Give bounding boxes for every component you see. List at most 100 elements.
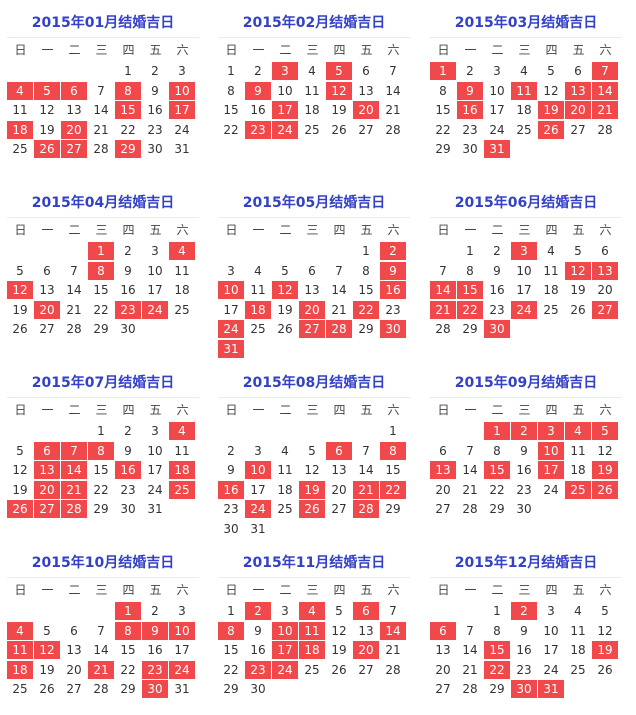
day-cell[interactable]: 4 <box>520 64 528 78</box>
day-cell[interactable]: 6 <box>362 64 370 78</box>
auspicious-day-cell[interactable]: 5 <box>592 422 618 440</box>
day-cell[interactable]: 13 <box>66 103 82 117</box>
auspicious-day-cell[interactable]: 15 <box>484 461 510 479</box>
auspicious-day-cell[interactable]: 5 <box>326 62 352 80</box>
auspicious-day-cell[interactable]: 12 <box>565 261 591 280</box>
day-cell[interactable]: 8 <box>439 83 447 98</box>
day-cell[interactable]: 7 <box>389 64 397 78</box>
auspicious-day-cell[interactable]: 4 <box>7 81 33 100</box>
auspicious-day-cell[interactable]: 3 <box>511 242 537 260</box>
auspicious-day-cell[interactable]: 20 <box>61 120 87 139</box>
day-cell[interactable]: 16 <box>516 643 532 657</box>
day-cell[interactable]: 30 <box>223 521 239 536</box>
day-cell[interactable]: 30 <box>462 142 478 156</box>
auspicious-day-cell[interactable]: 2 <box>511 602 537 620</box>
day-cell[interactable]: 28 <box>385 662 401 677</box>
auspicious-day-cell[interactable]: 20 <box>565 101 591 119</box>
day-cell[interactable]: 23 <box>516 482 532 497</box>
auspicious-day-cell[interactable]: 27 <box>299 320 325 338</box>
day-cell[interactable]: 21 <box>385 643 401 657</box>
day-cell[interactable]: 6 <box>601 244 609 258</box>
auspicious-day-cell[interactable]: 27 <box>592 300 618 319</box>
auspicious-day-cell[interactable]: 22 <box>457 300 483 319</box>
day-cell[interactable]: 20 <box>331 482 347 497</box>
day-cell[interactable]: 2 <box>493 244 501 258</box>
day-cell[interactable]: 22 <box>120 122 136 137</box>
day-cell[interactable]: 6 <box>43 263 51 278</box>
auspicious-day-cell[interactable]: 24 <box>245 500 271 518</box>
day-cell[interactable]: 29 <box>435 142 451 156</box>
day-cell[interactable]: 14 <box>462 643 478 657</box>
day-cell[interactable]: 20 <box>435 482 451 497</box>
day-cell[interactable]: 29 <box>93 322 109 336</box>
day-cell[interactable]: 25 <box>516 122 532 137</box>
day-cell[interactable]: 3 <box>178 64 186 78</box>
day-cell[interactable]: 21 <box>462 482 478 497</box>
auspicious-day-cell[interactable]: 2 <box>511 422 537 440</box>
auspicious-day-cell[interactable]: 16 <box>218 480 244 499</box>
day-cell[interactable]: 1 <box>493 604 501 618</box>
day-cell[interactable]: 9 <box>520 623 528 638</box>
auspicious-day-cell[interactable]: 30 <box>380 320 406 338</box>
day-cell[interactable]: 1 <box>466 244 474 258</box>
auspicious-day-cell[interactable]: 2 <box>380 242 406 260</box>
auspicious-day-cell[interactable]: 9 <box>380 261 406 280</box>
day-cell[interactable]: 5 <box>574 244 582 258</box>
day-cell[interactable]: 5 <box>43 623 51 638</box>
day-cell[interactable]: 25 <box>174 302 190 317</box>
day-cell[interactable]: 16 <box>147 103 163 117</box>
day-cell[interactable]: 4 <box>574 604 582 618</box>
auspicious-day-cell[interactable]: 12 <box>272 281 298 299</box>
day-cell[interactable]: 10 <box>277 83 293 98</box>
auspicious-day-cell[interactable]: 11 <box>7 641 33 659</box>
day-cell[interactable]: 20 <box>435 662 451 677</box>
auspicious-day-cell[interactable]: 4 <box>7 621 33 640</box>
day-cell[interactable]: 11 <box>277 463 293 477</box>
day-cell[interactable]: 10 <box>489 83 505 98</box>
auspicious-day-cell[interactable]: 24 <box>169 660 195 679</box>
day-cell[interactable]: 11 <box>250 283 266 297</box>
day-cell[interactable]: 22 <box>223 662 239 677</box>
day-cell[interactable]: 7 <box>362 443 370 458</box>
auspicious-day-cell[interactable]: 8 <box>88 261 114 280</box>
auspicious-day-cell[interactable]: 19 <box>592 641 618 659</box>
auspicious-day-cell[interactable]: 18 <box>245 300 271 319</box>
auspicious-day-cell[interactable]: 20 <box>353 641 379 659</box>
day-cell[interactable]: 30 <box>516 502 532 516</box>
day-cell[interactable]: 8 <box>362 263 370 278</box>
day-cell[interactable]: 9 <box>520 443 528 458</box>
auspicious-day-cell[interactable]: 10 <box>169 81 195 100</box>
auspicious-day-cell[interactable]: 8 <box>115 621 141 640</box>
day-cell[interactable]: 24 <box>489 122 505 137</box>
day-cell[interactable]: 12 <box>12 463 28 477</box>
day-cell[interactable]: 7 <box>466 443 474 458</box>
day-cell[interactable]: 4 <box>308 64 316 78</box>
auspicious-day-cell[interactable]: 23 <box>115 300 141 319</box>
day-cell[interactable]: 14 <box>462 463 478 477</box>
day-cell[interactable]: 2 <box>254 64 262 78</box>
day-cell[interactable]: 11 <box>570 443 586 458</box>
day-cell[interactable]: 17 <box>147 283 163 297</box>
auspicious-day-cell[interactable]: 12 <box>7 281 33 299</box>
day-cell[interactable]: 5 <box>308 443 316 458</box>
day-cell[interactable]: 23 <box>516 662 532 677</box>
auspicious-day-cell[interactable]: 2 <box>245 602 271 620</box>
day-cell[interactable]: 14 <box>66 283 82 297</box>
day-cell[interactable]: 27 <box>358 122 374 137</box>
day-cell[interactable]: 30 <box>250 682 266 696</box>
day-cell[interactable]: 26 <box>39 682 55 696</box>
day-cell[interactable]: 24 <box>543 662 559 677</box>
day-cell[interactable]: 27 <box>570 122 586 137</box>
day-cell[interactable]: 5 <box>335 604 343 618</box>
day-cell[interactable]: 30 <box>120 322 136 336</box>
day-cell[interactable]: 24 <box>147 482 163 497</box>
day-cell[interactable]: 21 <box>331 302 347 317</box>
day-cell[interactable]: 25 <box>304 122 320 137</box>
auspicious-day-cell[interactable]: 16 <box>380 281 406 299</box>
day-cell[interactable]: 1 <box>227 604 235 618</box>
day-cell[interactable]: 29 <box>385 502 401 516</box>
auspicious-day-cell[interactable]: 21 <box>592 101 618 119</box>
day-cell[interactable]: 5 <box>16 443 24 458</box>
day-cell[interactable]: 29 <box>489 682 505 696</box>
auspicious-day-cell[interactable]: 6 <box>61 81 87 100</box>
